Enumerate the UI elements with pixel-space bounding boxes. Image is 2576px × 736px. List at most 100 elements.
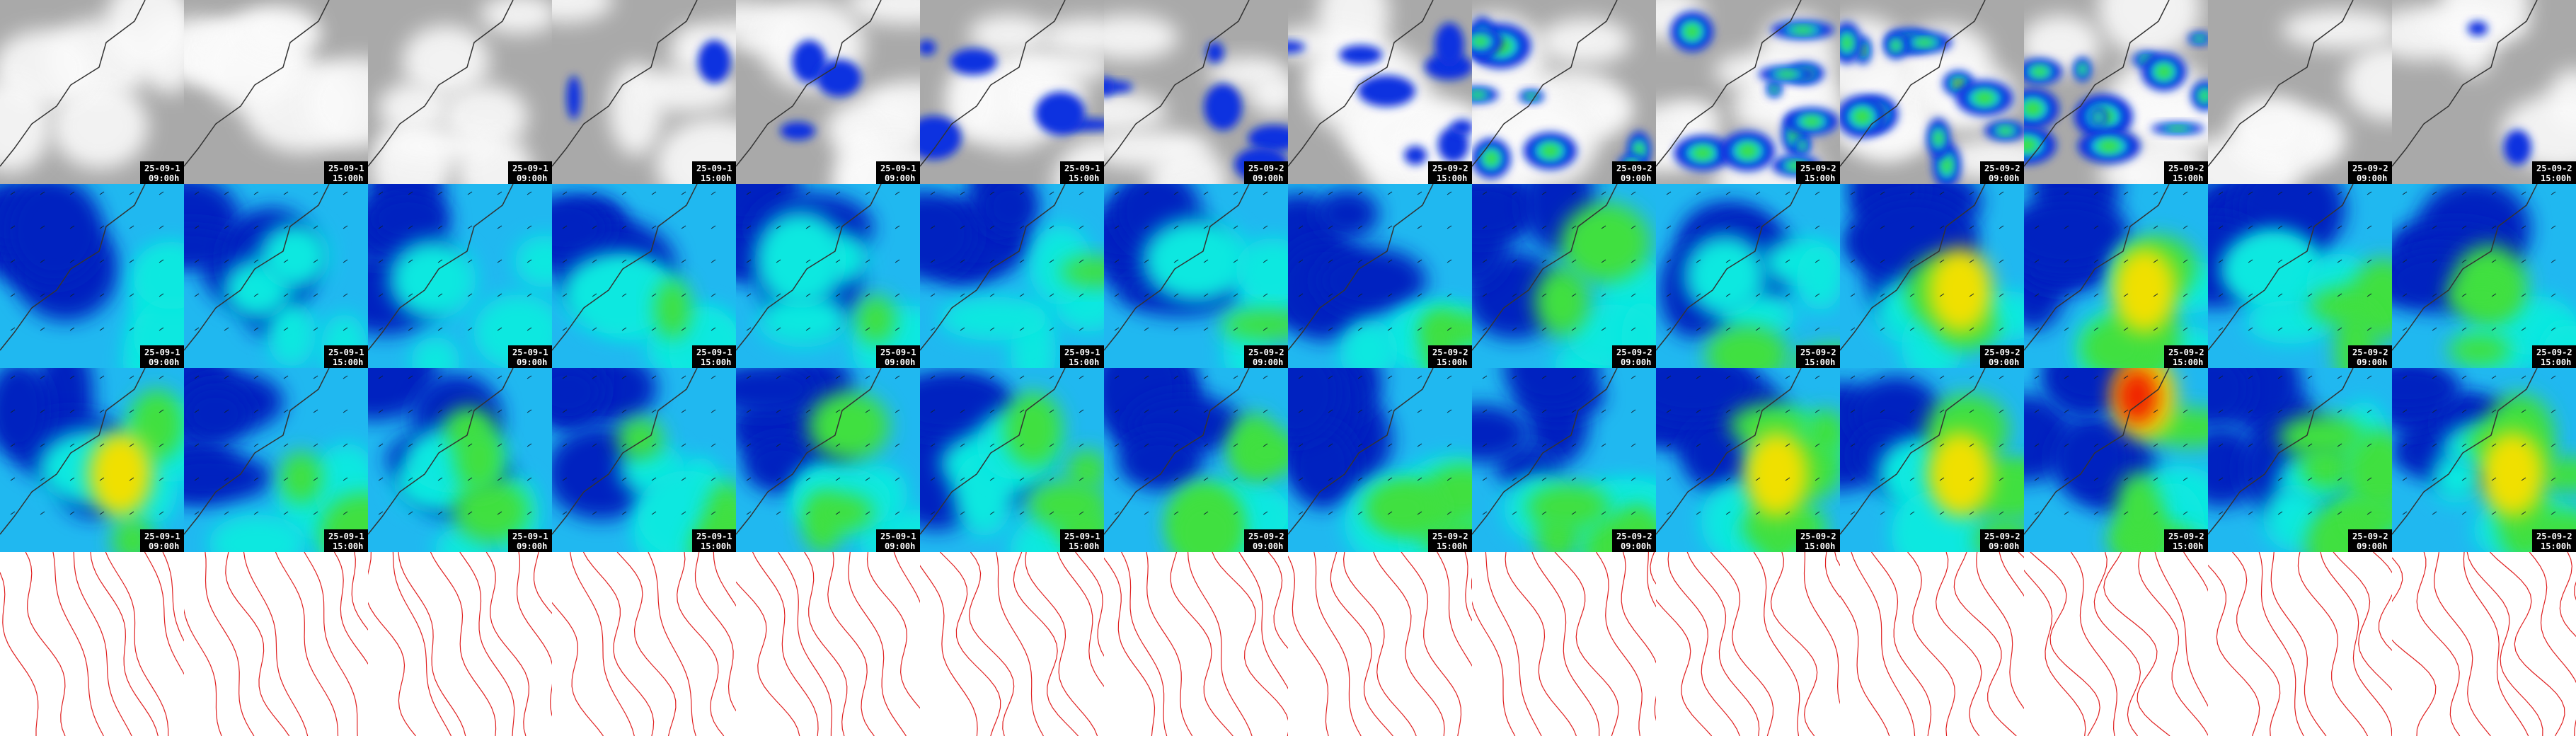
- wind-barb: [2183, 511, 2188, 515]
- wind-barb: [1357, 327, 1363, 331]
- map-cell: [368, 552, 552, 736]
- wind-barb: [711, 327, 716, 331]
- cloud: [2232, 98, 2311, 159]
- wind-barb: [2034, 375, 2040, 379]
- wind-barb: [497, 259, 502, 263]
- contour-line: [73, 552, 132, 736]
- wind-barb: [746, 225, 752, 229]
- wind-barb: [40, 293, 45, 297]
- wind-barb: [1263, 511, 1268, 515]
- wind-barb: [930, 259, 936, 263]
- wind-barb: [1417, 293, 1422, 297]
- wind-barb: [1357, 511, 1363, 515]
- coastline: [1656, 368, 1802, 535]
- cloud: [1104, 129, 1209, 168]
- wind-barb: [69, 409, 75, 413]
- map-background: [1104, 552, 1288, 736]
- wind-barb: [1850, 443, 1856, 447]
- wind-barb: [40, 375, 45, 379]
- wind-barb: [592, 259, 597, 263]
- time-label: 09:00h: [1621, 173, 1651, 183]
- wind-barb: [895, 409, 900, 413]
- wind-barb: [746, 409, 752, 413]
- field-mid: [1142, 218, 1250, 303]
- wind-barb: [378, 191, 384, 195]
- wind-barb: [1049, 225, 1054, 229]
- map-image: [368, 0, 552, 184]
- contour-line: [2183, 552, 2208, 592]
- wind-barb: [194, 409, 200, 413]
- wind-barb: [1019, 477, 1025, 481]
- wind-barb: [2551, 293, 2556, 297]
- wind-barb: [1631, 477, 1636, 481]
- wind-barb: [865, 375, 870, 379]
- map-cell: 25-09-209:00h: [1104, 0, 1288, 184]
- wind-barb: [224, 443, 229, 447]
- wind-barb: [40, 327, 45, 331]
- contour-line: [866, 552, 920, 709]
- wind-barb: [1173, 327, 1179, 331]
- wind-barb: [2064, 409, 2069, 413]
- wind-barb: [989, 511, 995, 515]
- contour-line: [2529, 552, 2576, 736]
- precip: [1738, 144, 1758, 159]
- wind-barb: [1999, 443, 2004, 447]
- coastline: [1840, 184, 1986, 351]
- contour-line: [1953, 552, 2017, 736]
- precip: [1204, 84, 1242, 131]
- map-cell: 25-09-209:00h: [1472, 368, 1656, 552]
- wind-barb: [343, 443, 348, 447]
- wind-barb: [497, 375, 502, 379]
- wind-barb: [2093, 477, 2099, 481]
- wind-barb: [1541, 375, 1547, 379]
- wind-barb: [527, 327, 532, 331]
- wind-barb: [1447, 191, 1452, 195]
- wind-barb: [1049, 511, 1054, 515]
- contour-line: [225, 552, 290, 736]
- wind-barb: [1114, 375, 1120, 379]
- map-image: [2392, 184, 2576, 368]
- precip: [2467, 21, 2488, 36]
- wind-barb: [1909, 375, 1915, 379]
- map-cell: 25-09-215:00h: [2392, 368, 2576, 552]
- field-high: [1364, 481, 1439, 535]
- wind-barb: [960, 327, 965, 331]
- wind-barb: [159, 293, 164, 297]
- contour-line: [0, 571, 39, 736]
- map-cell: [1104, 552, 1288, 736]
- wind-barb: [930, 293, 936, 297]
- wind-barb: [1298, 259, 1304, 263]
- contour-line: [2433, 552, 2491, 736]
- date-label: 25-09-2: [1800, 163, 1836, 173]
- wind-barb: [1850, 511, 1856, 515]
- wind-barb: [283, 477, 289, 481]
- wind-barb: [1541, 259, 1547, 263]
- wind-barb: [895, 293, 900, 297]
- wind-barb: [2402, 443, 2408, 447]
- wind-barb: [40, 477, 45, 481]
- map-image: [2208, 552, 2392, 736]
- wind-barb: [10, 443, 16, 447]
- wind-barb: [1357, 477, 1363, 481]
- wind-barb: [1631, 375, 1636, 379]
- precip: [1434, 23, 1464, 67]
- wind-barb: [1909, 327, 1915, 331]
- wind-barb: [1666, 477, 1672, 481]
- contour-line: [1104, 557, 1156, 736]
- wind-barb: [621, 327, 627, 331]
- wind-barb: [681, 409, 686, 413]
- date-label: 25-09-1: [696, 163, 732, 173]
- wind-barb: [2248, 225, 2253, 229]
- label-box: [2164, 529, 2208, 552]
- wind-barb: [467, 511, 473, 515]
- wind-barb: [746, 327, 752, 331]
- wind-barb: [1144, 409, 1149, 413]
- wind-barb: [2337, 511, 2342, 515]
- wind-barb: [2461, 511, 2467, 515]
- wind-barb: [1666, 511, 1672, 515]
- wind-barb: [1203, 477, 1209, 481]
- label-box: [1980, 345, 2024, 368]
- wind-barb: [1114, 477, 1120, 481]
- wind-barb: [711, 191, 716, 195]
- wind-barb: [1631, 443, 1636, 447]
